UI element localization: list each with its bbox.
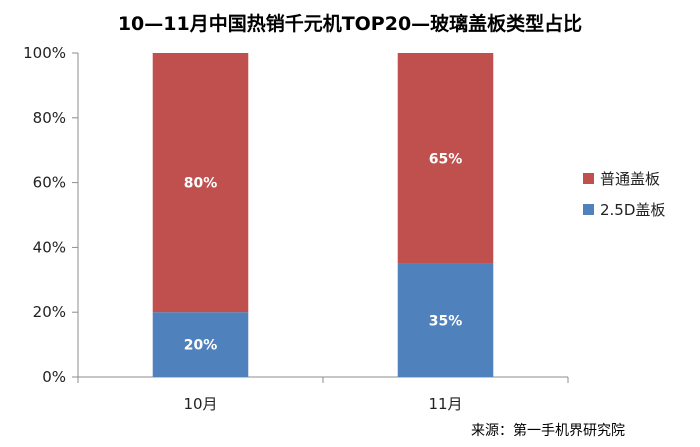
data-label: 80%: [184, 176, 218, 192]
y-tick-label: 100%: [23, 44, 66, 62]
data-label: 20%: [184, 338, 218, 354]
legend-label: 普通盖板: [600, 170, 660, 188]
legend-swatch: [583, 204, 594, 215]
data-label: 35%: [429, 313, 463, 329]
y-tick-label: 0%: [42, 368, 66, 386]
y-tick-label: 60%: [33, 174, 66, 192]
data-label: 65%: [429, 151, 463, 167]
bar-segment: [397, 263, 494, 377]
y-tick-label: 20%: [33, 303, 66, 321]
bar-segment: [152, 312, 249, 377]
x-category-label: 11月: [428, 395, 462, 413]
source-note: 来源：第一手机界研究院: [471, 422, 625, 439]
legend-swatch: [583, 173, 594, 184]
y-axis: 0% 20% 40% 60% 80% 100%: [23, 44, 79, 386]
bars: 20% 80% 35% 65%: [152, 53, 494, 377]
x-category-label: 10月: [183, 395, 217, 413]
bar-segment: [397, 53, 494, 264]
legend: 普通盖板 2.5D盖板: [583, 170, 665, 219]
y-tick-label: 80%: [33, 109, 66, 127]
x-axis: 10月 11月: [77, 376, 569, 413]
legend-label: 2.5D盖板: [600, 201, 665, 219]
chart-title: 10—11月中国热销千元机TOP20—玻璃盖板类型占比: [118, 12, 582, 35]
bar-segment: [152, 53, 249, 313]
y-tick-label: 40%: [33, 238, 66, 256]
